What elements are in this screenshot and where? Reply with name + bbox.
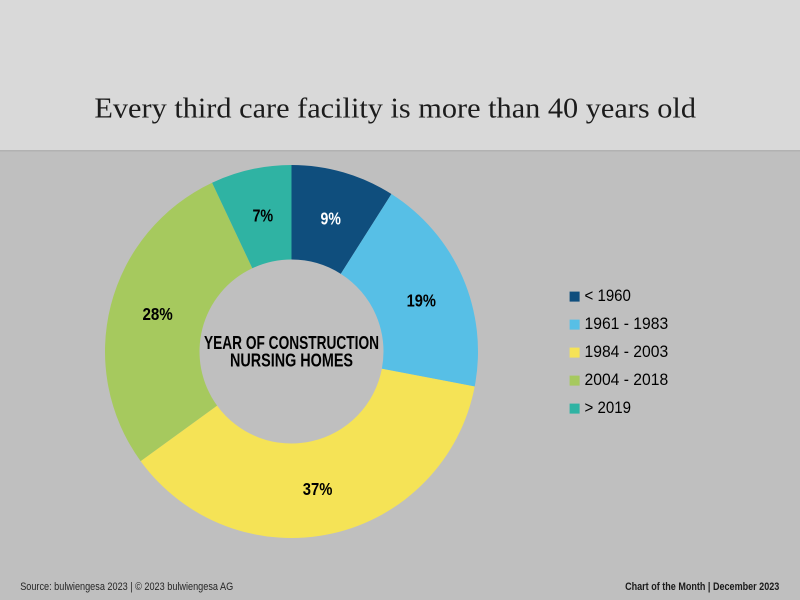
svg-text:7%: 7% bbox=[252, 206, 273, 226]
svg-text:> 2019: > 2019 bbox=[585, 399, 632, 417]
svg-text:9%: 9% bbox=[321, 209, 341, 229]
svg-text:YEAR OF CONSTRUCTION: YEAR OF CONSTRUCTION bbox=[204, 332, 379, 353]
svg-text:1961 - 1983: 1961 - 1983 bbox=[585, 315, 669, 333]
svg-text:Every third care facility is m: Every third care facility is more than 4… bbox=[94, 92, 696, 124]
svg-text:28%: 28% bbox=[142, 304, 172, 324]
svg-text:< 1960: < 1960 bbox=[585, 287, 631, 305]
svg-text:Source: bulwiengesa 2023 | © 2: Source: bulwiengesa 2023 | © 2023 bulwie… bbox=[20, 581, 233, 593]
svg-text:1984 - 2003: 1984 - 2003 bbox=[585, 343, 669, 361]
svg-text:2004 - 2018: 2004 - 2018 bbox=[585, 371, 669, 389]
svg-text:19%: 19% bbox=[407, 291, 436, 311]
svg-text:37%: 37% bbox=[303, 479, 333, 499]
svg-text:NURSING HOMES: NURSING HOMES bbox=[230, 349, 353, 370]
svg-text:Chart of the Month | December: Chart of the Month | December 2023 bbox=[625, 581, 779, 593]
